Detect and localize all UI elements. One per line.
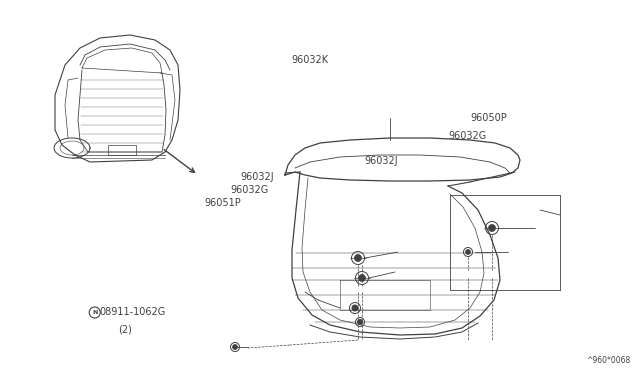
- Text: 96051P: 96051P: [205, 198, 241, 208]
- Text: (2): (2): [118, 324, 132, 334]
- Text: 96032J: 96032J: [365, 155, 399, 166]
- Text: 08911-1062G: 08911-1062G: [99, 308, 166, 317]
- Circle shape: [355, 254, 362, 262]
- Circle shape: [232, 344, 237, 350]
- Text: 96032G: 96032G: [230, 185, 269, 195]
- Bar: [108, 145, 136, 155]
- Text: 96050P: 96050P: [470, 113, 507, 123]
- Text: N: N: [92, 310, 97, 315]
- Text: 96032G: 96032G: [448, 131, 486, 141]
- Circle shape: [352, 305, 358, 311]
- Text: ^960*0068: ^960*0068: [586, 356, 630, 365]
- Circle shape: [358, 275, 365, 282]
- Circle shape: [358, 320, 362, 324]
- Circle shape: [488, 224, 495, 231]
- Text: 96032K: 96032K: [291, 55, 328, 65]
- Circle shape: [465, 250, 470, 254]
- Text: 96032J: 96032J: [240, 172, 274, 182]
